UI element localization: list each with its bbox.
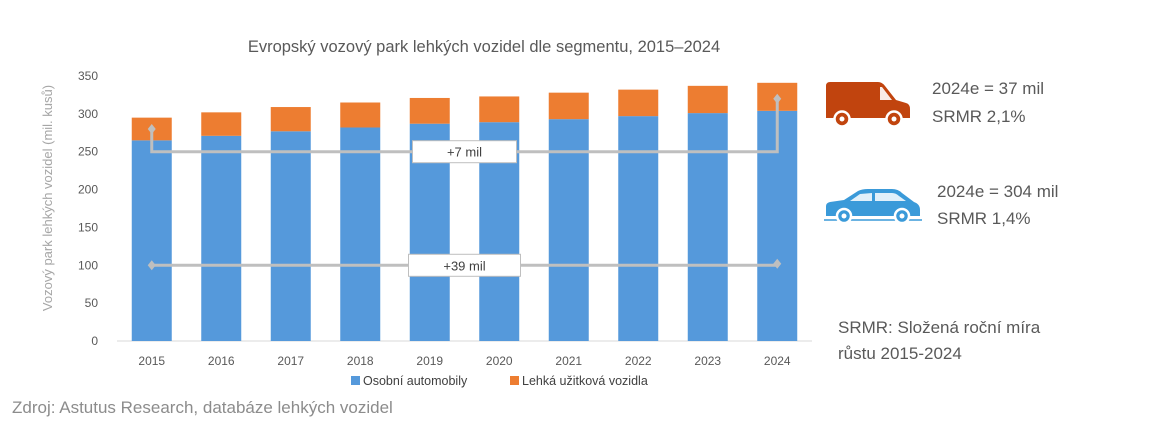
chart-title: Evropský vozový park lehkých vozidel dle… <box>248 38 720 56</box>
annotation-label: +39 mil <box>443 258 485 273</box>
van-value-text: 2024e = 37 mil <box>932 79 1044 98</box>
x-tick-label: 2021 <box>555 354 582 368</box>
bar-passenger-cars-2015 <box>131 140 172 341</box>
bar-light-commercial-2022 <box>618 89 659 117</box>
bar-light-commercial-2020 <box>479 96 520 123</box>
bar-light-commercial-2023 <box>687 85 728 114</box>
bar-light-commercial-2016 <box>201 112 242 136</box>
x-axis-ticks: 2015 2016 2017 2018 2019 2020 2021 2022 2023 2024 <box>138 354 791 368</box>
cagr-definition-line2: růstu 2015-2024 <box>838 344 962 363</box>
annotation-start-marker <box>147 124 156 134</box>
bar-passenger-cars-2017 <box>270 131 311 341</box>
x-tick-label: 2015 <box>138 354 165 368</box>
cagr-definition-line1: SRMR: Složená roční míra <box>838 318 1041 337</box>
bar-light-commercial-2017 <box>270 107 311 132</box>
x-tick-label: 2020 <box>486 354 513 368</box>
legend-swatch <box>510 376 519 385</box>
bar-passenger-cars-2021 <box>548 119 589 342</box>
y-axis-label: Vozový park lehkých vozidel (mil. kusů) <box>40 85 55 311</box>
car-cagr-text: SRMR 1,4% <box>937 209 1031 228</box>
legend-swatch <box>351 376 360 385</box>
y-tick-label: 0 <box>91 334 98 348</box>
car-icon <box>824 189 922 225</box>
bar-passenger-cars-2022 <box>618 116 659 341</box>
car-value-text: 2024e = 304 mil <box>937 182 1059 201</box>
y-tick-label: 350 <box>78 69 98 83</box>
y-tick-label: 150 <box>78 220 98 234</box>
y-tick-label: 200 <box>78 183 98 197</box>
stacked-bar-chart: Evropský vozový park lehkých vozidel dle… <box>40 38 812 388</box>
x-tick-label: 2017 <box>277 354 304 368</box>
bar-light-commercial-2018 <box>340 102 381 128</box>
x-tick-label: 2018 <box>347 354 374 368</box>
bars <box>131 82 798 342</box>
y-axis-ticks: 0 50 100 150 200 250 300 350 <box>78 69 98 348</box>
van-icon <box>826 82 910 128</box>
annotation-end-marker <box>773 93 782 104</box>
bar-passenger-cars-2018 <box>340 127 381 341</box>
y-tick-label: 250 <box>78 145 98 159</box>
x-tick-label: 2022 <box>625 354 652 368</box>
x-tick-label: 2024 <box>764 354 791 368</box>
bar-passenger-cars-2016 <box>201 135 242 341</box>
x-tick-label: 2016 <box>208 354 235 368</box>
bar-light-commercial-2019 <box>409 97 450 124</box>
annotation-label: +7 mil <box>447 145 482 160</box>
growth-annotations: +7 mil +39 mil <box>147 93 782 277</box>
y-tick-label: 100 <box>78 258 98 272</box>
legend-label: Lehká užitková vozidla <box>522 374 648 388</box>
legend-label: Osobní automobily <box>363 374 468 388</box>
annotation-label-box <box>412 140 517 164</box>
legend: Osobní automobily Lehká užitková vozidla <box>351 374 648 388</box>
annotation-start-marker <box>147 260 156 271</box>
bar-light-commercial-2021 <box>548 92 589 120</box>
y-tick-label: 300 <box>78 107 98 121</box>
source-note: Zdroj: Astutus Research, databáze lehkýc… <box>12 398 393 417</box>
y-tick-label: 50 <box>85 296 99 310</box>
bar-passenger-cars-2023 <box>687 113 728 341</box>
x-tick-label: 2023 <box>694 354 721 368</box>
annotation-label-box <box>408 253 521 277</box>
x-tick-label: 2019 <box>416 354 443 368</box>
van-cagr-text: SRMR 2,1% <box>932 107 1026 126</box>
annotation-end-marker <box>773 258 782 269</box>
